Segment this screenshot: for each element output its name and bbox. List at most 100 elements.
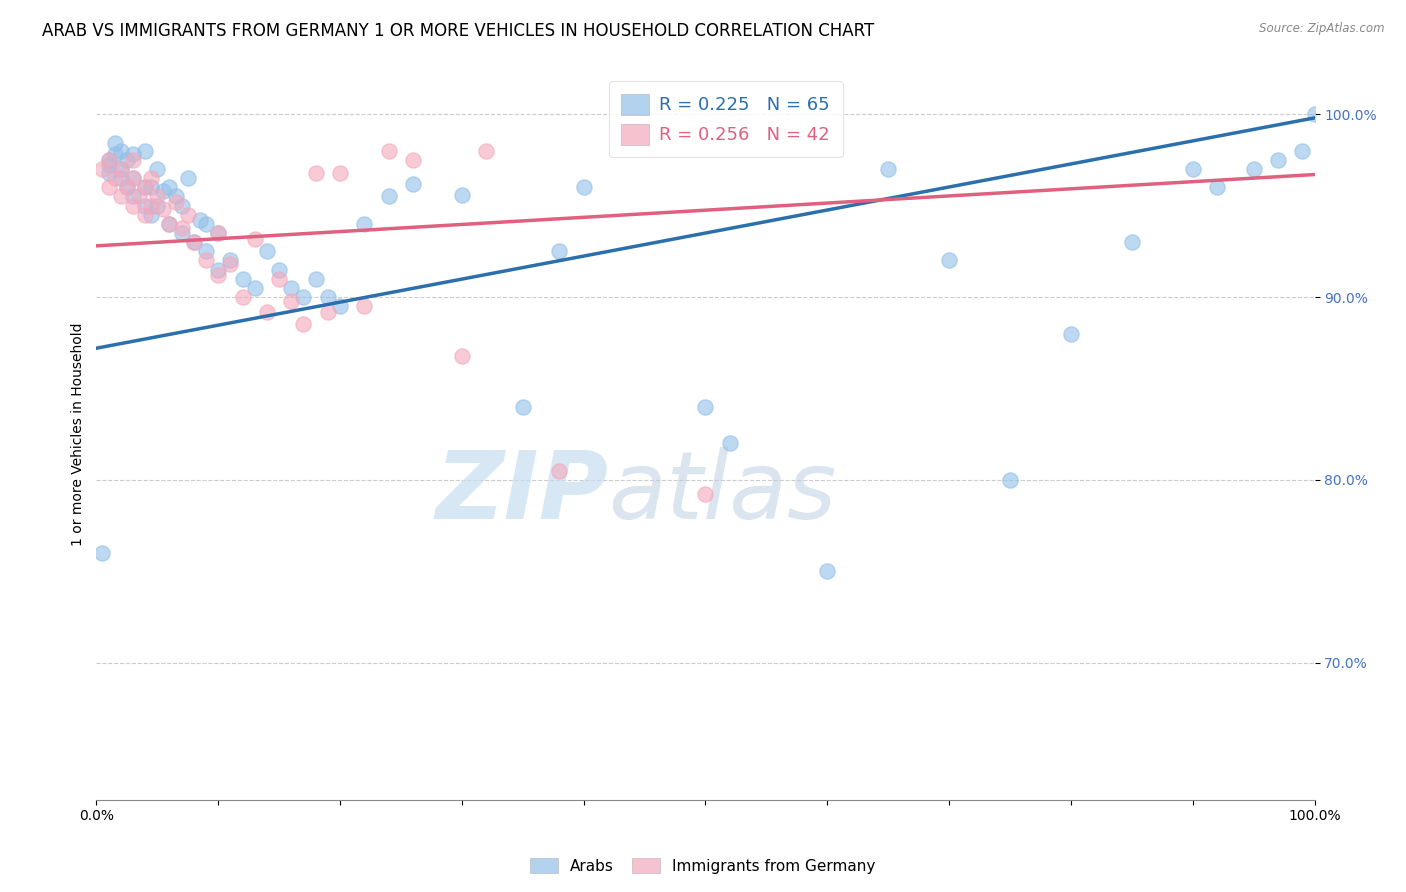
Point: [1291, 144, 1313, 158]
Point: [159, 217, 181, 231]
Point: [165, 189, 187, 203]
Point: [548, 464, 571, 478]
Point: [329, 299, 352, 313]
Point: [877, 162, 900, 177]
Point: [128, 189, 150, 203]
Legend: R = 0.225   N = 65, R = 0.256   N = 42: R = 0.225 N = 65, R = 0.256 N = 42: [609, 81, 842, 157]
Point: [1206, 180, 1229, 194]
Point: [141, 199, 163, 213]
Point: [219, 257, 242, 271]
Point: [134, 180, 156, 194]
Point: [146, 189, 169, 203]
Point: [304, 272, 326, 286]
Point: [718, 436, 741, 450]
Point: [122, 153, 145, 167]
Point: [292, 290, 315, 304]
Point: [572, 180, 595, 194]
Point: [329, 166, 352, 180]
Y-axis label: 1 or more Vehicles in Household: 1 or more Vehicles in Household: [72, 322, 86, 546]
Point: [207, 226, 229, 240]
Point: [207, 226, 229, 240]
Point: [122, 189, 145, 203]
Point: [1267, 153, 1289, 167]
Point: [998, 473, 1021, 487]
Point: [512, 400, 534, 414]
Point: [110, 162, 132, 177]
Point: [353, 217, 375, 231]
Point: [146, 199, 169, 213]
Point: [1060, 326, 1083, 341]
Point: [141, 171, 163, 186]
Point: [159, 180, 181, 194]
Point: [292, 318, 315, 332]
Point: [97, 180, 120, 194]
Text: atlas: atlas: [607, 447, 837, 538]
Point: [243, 281, 266, 295]
Point: [141, 208, 163, 222]
Point: [134, 199, 156, 213]
Point: [165, 194, 187, 209]
Point: [938, 253, 960, 268]
Point: [377, 189, 399, 203]
Point: [219, 253, 242, 268]
Point: [548, 244, 571, 259]
Text: ARAB VS IMMIGRANTS FROM GERMANY 1 OR MORE VEHICLES IN HOUSEHOLD CORRELATION CHAR: ARAB VS IMMIGRANTS FROM GERMANY 1 OR MOR…: [42, 22, 875, 40]
Point: [104, 171, 127, 186]
Point: [152, 202, 174, 217]
Point: [152, 184, 174, 198]
Point: [1181, 162, 1204, 177]
Point: [232, 290, 254, 304]
Point: [97, 153, 120, 167]
Point: [815, 564, 838, 578]
Point: [195, 217, 218, 231]
Point: [104, 136, 127, 151]
Point: [115, 153, 138, 167]
Point: [170, 226, 193, 240]
Point: [122, 171, 145, 186]
Point: [280, 281, 302, 295]
Point: [146, 162, 169, 177]
Point: [134, 208, 156, 222]
Point: [267, 272, 290, 286]
Point: [1121, 235, 1143, 250]
Point: [450, 187, 472, 202]
Point: [104, 147, 127, 161]
Point: [110, 162, 132, 177]
Point: [316, 290, 339, 304]
Point: [450, 349, 472, 363]
Point: [183, 235, 205, 250]
Point: [280, 293, 302, 308]
Point: [170, 199, 193, 213]
Point: [316, 304, 339, 318]
Point: [207, 262, 229, 277]
Point: [195, 253, 218, 268]
Point: [97, 153, 120, 167]
Point: [134, 180, 156, 194]
Legend: Arabs, Immigrants from Germany: Arabs, Immigrants from Germany: [524, 852, 882, 880]
Point: [207, 268, 229, 282]
Point: [115, 180, 138, 194]
Point: [475, 144, 498, 158]
Point: [304, 166, 326, 180]
Point: [267, 262, 290, 277]
Point: [1303, 107, 1326, 121]
Point: [141, 180, 163, 194]
Point: [377, 144, 399, 158]
Point: [695, 400, 717, 414]
Point: [232, 272, 254, 286]
Point: [122, 199, 145, 213]
Point: [91, 162, 114, 177]
Point: [134, 144, 156, 158]
Point: [183, 235, 205, 250]
Point: [402, 177, 425, 191]
Point: [122, 171, 145, 186]
Point: [353, 299, 375, 313]
Point: [243, 231, 266, 245]
Point: [110, 189, 132, 203]
Text: ZIP: ZIP: [434, 447, 607, 539]
Point: [115, 180, 138, 194]
Point: [170, 220, 193, 235]
Point: [177, 171, 200, 186]
Point: [91, 546, 114, 560]
Point: [110, 144, 132, 158]
